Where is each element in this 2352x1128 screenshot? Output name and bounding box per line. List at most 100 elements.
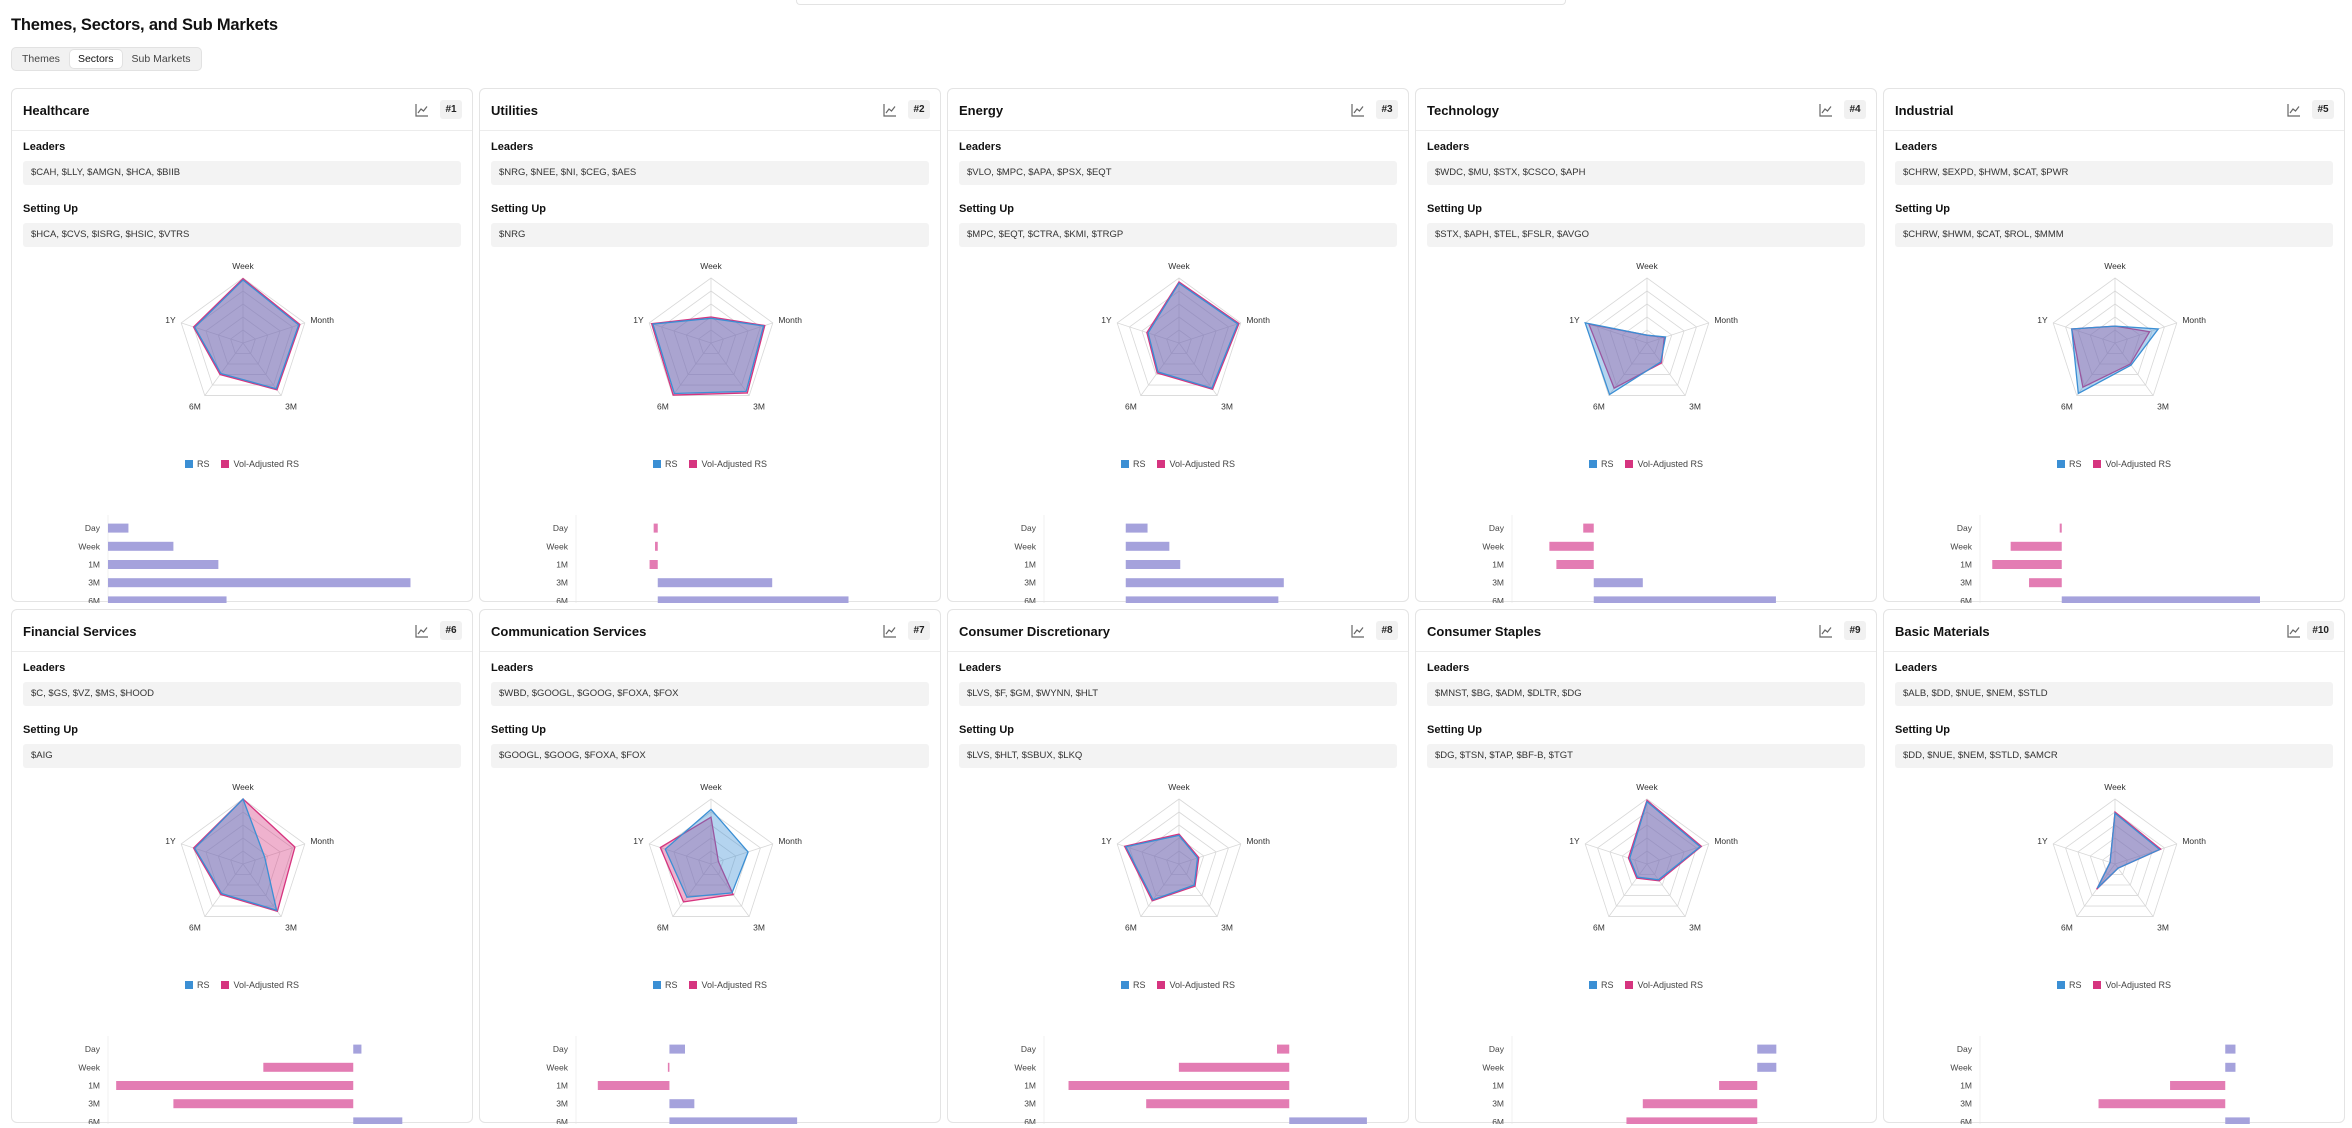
tab-themes[interactable]: Themes xyxy=(22,53,60,65)
bar-category-label: 3M xyxy=(88,1099,100,1109)
bar-week xyxy=(655,541,658,551)
legend-item-vol-adjusted-rs[interactable]: Vol-Adjusted RS xyxy=(1157,980,1235,990)
line-chart-icon[interactable] xyxy=(2286,623,2302,639)
radar-axis-label: 1Y xyxy=(2037,836,2048,846)
sector-card-energy: Energy #3 Leaders $VLO, $MPC, $APA, $PSX, $… xyxy=(947,88,1409,603)
legend-item-rs[interactable]: RS xyxy=(1120,980,1145,990)
line-chart-icon[interactable] xyxy=(414,102,430,118)
tab-sub-markets[interactable]: Sub Markets xyxy=(131,53,191,65)
performance-bar-chart: -12.0%-8.0%-4.0%0.0%4.0%DayWeek1M3M6M1Y xyxy=(1950,1036,2250,1124)
radar-axis-label: 1Y xyxy=(1569,836,1580,846)
legend-item-rs[interactable]: RS xyxy=(184,459,209,469)
bar-3m xyxy=(173,1099,354,1109)
radar-spoke xyxy=(1646,342,1686,396)
legend-item-rs[interactable]: RS xyxy=(2056,980,2081,990)
tab-sectors[interactable]: Sectors xyxy=(69,50,122,68)
legend-item-vol-adjusted-rs[interactable]: Vol-Adjusted RS xyxy=(1157,459,1235,469)
legend-swatch-vol-adjusted-rs xyxy=(1625,460,1634,468)
bar-1m xyxy=(1068,1081,1290,1090)
sector-name: Consumer Staples xyxy=(1427,624,1542,639)
line-chart-icon[interactable] xyxy=(1818,102,1834,118)
radar-grid-ring xyxy=(698,850,724,875)
leaders-label: Leaders xyxy=(23,141,66,153)
legend-swatch-rs xyxy=(1588,981,1597,989)
radar-axis-label: 6M xyxy=(189,402,201,412)
radar-grid-ring xyxy=(2065,811,2165,907)
legend-item-rs[interactable]: RS xyxy=(1588,459,1613,469)
line-chart-icon[interactable] xyxy=(1818,623,1834,639)
radar-spoke xyxy=(1178,322,1241,344)
radar-spoke xyxy=(1585,843,1648,865)
sector-card-financial-services: Financial Services #6 Leaders $C, $GS, $VZ,… xyxy=(11,609,473,1124)
line-chart-icon[interactable] xyxy=(882,623,898,639)
legend-item-rs[interactable]: RS xyxy=(1120,459,1145,469)
line-chart-icon[interactable] xyxy=(882,102,898,118)
bar-category-label: Week xyxy=(78,1062,100,1072)
bar-day xyxy=(1125,523,1148,533)
legend-item-vol-adjusted-rs[interactable]: Vol-Adjusted RS xyxy=(1625,980,1703,990)
bar-3m xyxy=(2029,578,2062,588)
legend-label-rs: RS xyxy=(1600,980,1614,990)
bar-category-label: Day xyxy=(1489,1044,1505,1054)
view-tabs: Themes Sectors Sub Markets xyxy=(11,47,202,71)
legend-swatch-rs xyxy=(1120,981,1129,989)
radar-axis-label: 6M xyxy=(2061,923,2073,933)
legend-item-rs[interactable]: RS xyxy=(652,980,677,990)
radar-axis-label: Month xyxy=(1714,836,1738,846)
legend-item-vol-adjusted-rs[interactable]: Vol-Adjusted RS xyxy=(2093,980,2171,990)
line-chart-icon[interactable] xyxy=(414,623,430,639)
radar-chart: Week Month 3M 6M 1Y xyxy=(633,782,802,933)
radar-spoke xyxy=(710,342,750,396)
setting-up-label: Setting Up xyxy=(491,203,546,215)
legend-swatch-vol-adjusted-rs xyxy=(689,981,698,989)
radar-spoke xyxy=(1140,342,1180,396)
performance-bar-chart: -7.0%0.0%7.0%14.0%21.0%DayWeek1M3M6M1Y xyxy=(1482,515,1776,603)
legend-item-vol-adjusted-rs[interactable]: Vol-Adjusted RS xyxy=(221,980,299,990)
radar-grid-ring xyxy=(1584,277,1710,396)
rank-badge: #10 xyxy=(2307,621,2334,640)
sector-card-communication-services: Communication Services #7 Leaders $WBD, $GO… xyxy=(479,609,941,1124)
radar-chart: Week Month 3M 6M 1Y xyxy=(165,782,334,933)
bar-3m xyxy=(669,1099,695,1109)
legend-item-vol-adjusted-rs[interactable]: Vol-Adjusted RS xyxy=(689,459,767,469)
bar-category-label: Week xyxy=(546,1062,568,1072)
bar-week xyxy=(667,1062,670,1072)
legend-label-vol-adjusted-rs: Vol-Adjusted RS xyxy=(1637,980,1704,990)
legend-item-vol-adjusted-rs[interactable]: Vol-Adjusted RS xyxy=(221,459,299,469)
legend-item-vol-adjusted-rs[interactable]: Vol-Adjusted RS xyxy=(2093,459,2171,469)
radar-chart: Week Month 3M 6M 1Y xyxy=(1569,782,1738,933)
bar-category-label: 6M xyxy=(556,596,568,603)
legend-item-vol-adjusted-rs[interactable]: Vol-Adjusted RS xyxy=(689,980,767,990)
radar-axis-label: 1Y xyxy=(1569,315,1580,325)
leaders-label: Leaders xyxy=(1895,662,1938,674)
line-chart-icon[interactable] xyxy=(1350,623,1366,639)
radar-grid-ring xyxy=(230,850,256,875)
legend-item-rs[interactable]: RS xyxy=(184,980,210,990)
radar-grid-ring xyxy=(1621,837,1673,886)
bar-1m xyxy=(649,560,658,569)
leaders-tickers: $LVS, $F, $GM, $WYNN, $HLT xyxy=(959,682,1397,706)
bar-day xyxy=(108,523,129,533)
legend-item-rs[interactable]: RS xyxy=(1588,980,1614,990)
radar-spoke xyxy=(649,843,712,865)
radar-axis-label: Month xyxy=(310,836,334,846)
radar-grid-ring xyxy=(1166,329,1192,354)
sector-name: Energy xyxy=(959,103,1004,118)
sector-card-basic-materials: Basic Materials #10 Leaders $ALB, $DD, $NUE… xyxy=(1883,609,2345,1124)
leaders-label: Leaders xyxy=(491,662,534,674)
legend-label-vol-adjusted-rs: Vol-Adjusted RS xyxy=(233,459,300,469)
performance-bar-chart: -6.0%0.0%6.0%12.0%18.0%DayWeek1M3M6M1Y xyxy=(546,515,849,603)
legend-label-rs: RS xyxy=(196,980,210,990)
radar-axis-label: 1Y xyxy=(165,315,176,325)
radar-axis-label: Week xyxy=(1636,782,1658,792)
line-chart-icon[interactable] xyxy=(1350,102,1366,118)
line-chart-icon[interactable] xyxy=(2286,102,2302,118)
leaders-tickers: $C, $GS, $VZ, $MS, $HOOD xyxy=(23,682,461,706)
legend-item-vol-adjusted-rs[interactable]: Vol-Adjusted RS xyxy=(1625,459,1703,469)
radar-grid-ring xyxy=(1116,798,1242,917)
bar-category-label: 1M xyxy=(1024,560,1036,570)
legend-item-rs[interactable]: RS xyxy=(2056,459,2081,469)
sector-card-technology: Technology #4 Leaders $WDC, $MU, $STX, $CSC… xyxy=(1415,88,1877,603)
legend-item-rs[interactable]: RS xyxy=(652,459,677,469)
performance-bar-chart: -6.0%-4.0%-2.0%0.0%2.0%DayWeek1M3M6M1Y xyxy=(78,1036,403,1124)
